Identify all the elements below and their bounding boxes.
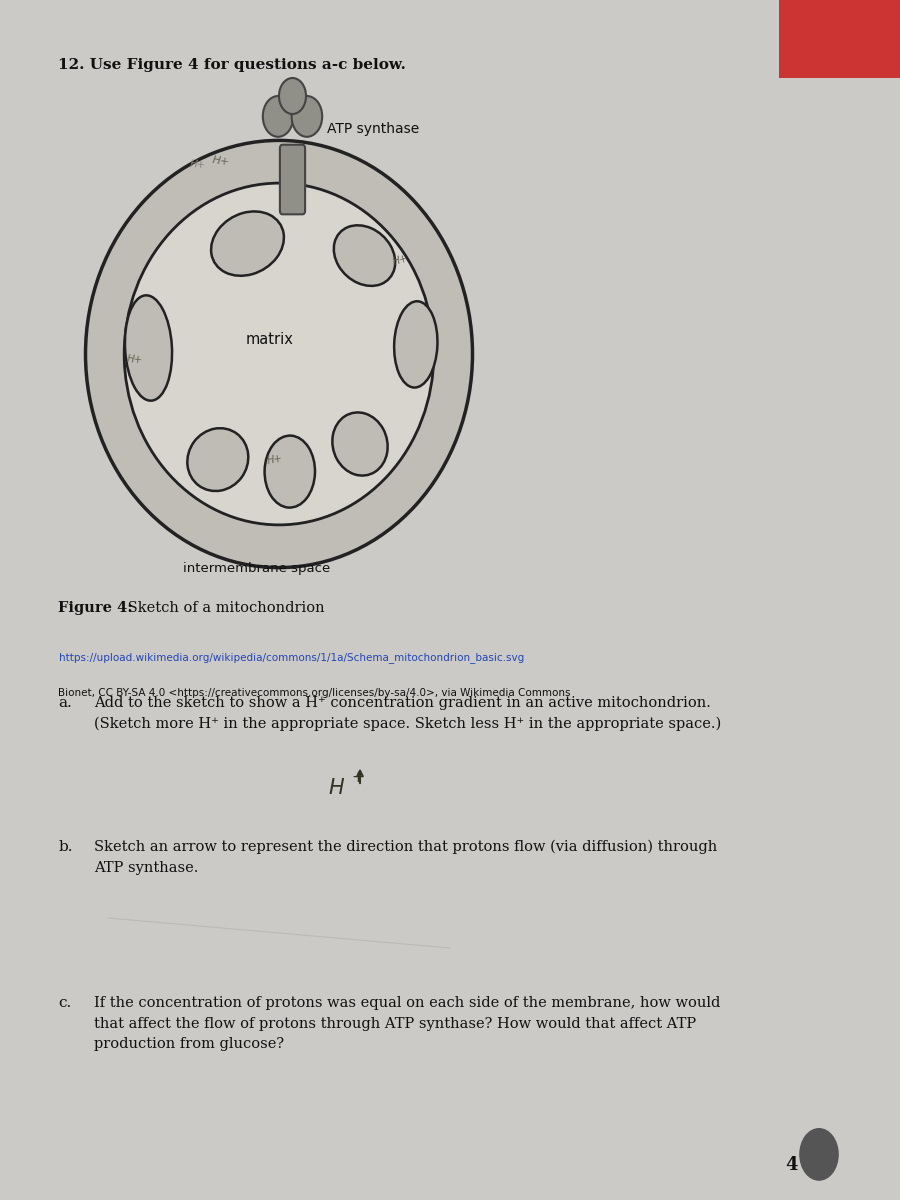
Ellipse shape (86, 140, 473, 568)
FancyBboxPatch shape (280, 145, 305, 215)
Circle shape (263, 96, 293, 137)
Text: intermembrane space: intermembrane space (183, 562, 330, 575)
Ellipse shape (124, 184, 434, 524)
Text: Bionet, CC BY-SA 4.0 <https://creativecommons.org/licenses/by-sa/4.0>, via Wikim: Bionet, CC BY-SA 4.0 <https://creativeco… (58, 688, 571, 697)
Text: Add to the sketch to show a H⁺ concentration gradient in an active mitochondrion: Add to the sketch to show a H⁺ concentra… (94, 696, 722, 731)
Ellipse shape (187, 428, 248, 491)
Text: H+: H+ (392, 253, 410, 266)
Text: b.: b. (58, 840, 73, 854)
Text: Sketch of a mitochondrion: Sketch of a mitochondrion (123, 601, 325, 616)
Text: ATP synthase: ATP synthase (327, 122, 418, 136)
Ellipse shape (212, 211, 284, 276)
FancyBboxPatch shape (778, 0, 900, 78)
Circle shape (292, 96, 322, 137)
Ellipse shape (265, 436, 315, 508)
Ellipse shape (394, 301, 437, 388)
Text: H+: H+ (127, 354, 143, 366)
Text: 4: 4 (786, 1156, 798, 1174)
Text: H+: H+ (211, 155, 230, 168)
Text: H+: H+ (190, 160, 206, 170)
Text: Figure 4:: Figure 4: (58, 601, 133, 616)
Text: matrix: matrix (246, 332, 294, 347)
Text: https://upload.wikimedia.org/wikipedia/commons/1/1a/Schema_mitochondrion_basic.s: https://upload.wikimedia.org/wikipedia/c… (58, 652, 524, 662)
Circle shape (279, 78, 306, 114)
Text: Sketch an arrow to represent the direction that protons flow (via diffusion) thr: Sketch an arrow to represent the directi… (94, 840, 718, 875)
Text: 12. Use Figure 4 for questions a-c below.: 12. Use Figure 4 for questions a-c below… (58, 58, 407, 72)
Text: H+: H+ (266, 454, 283, 467)
Ellipse shape (332, 413, 388, 475)
Text: H: H (328, 778, 344, 798)
Circle shape (799, 1128, 839, 1181)
Text: If the concentration of protons was equal on each side of the membrane, how woul: If the concentration of protons was equa… (94, 996, 721, 1051)
Text: a.: a. (58, 696, 72, 710)
Ellipse shape (125, 295, 172, 401)
Text: c.: c. (58, 996, 72, 1010)
Text: +: + (351, 770, 364, 786)
Ellipse shape (334, 226, 395, 286)
